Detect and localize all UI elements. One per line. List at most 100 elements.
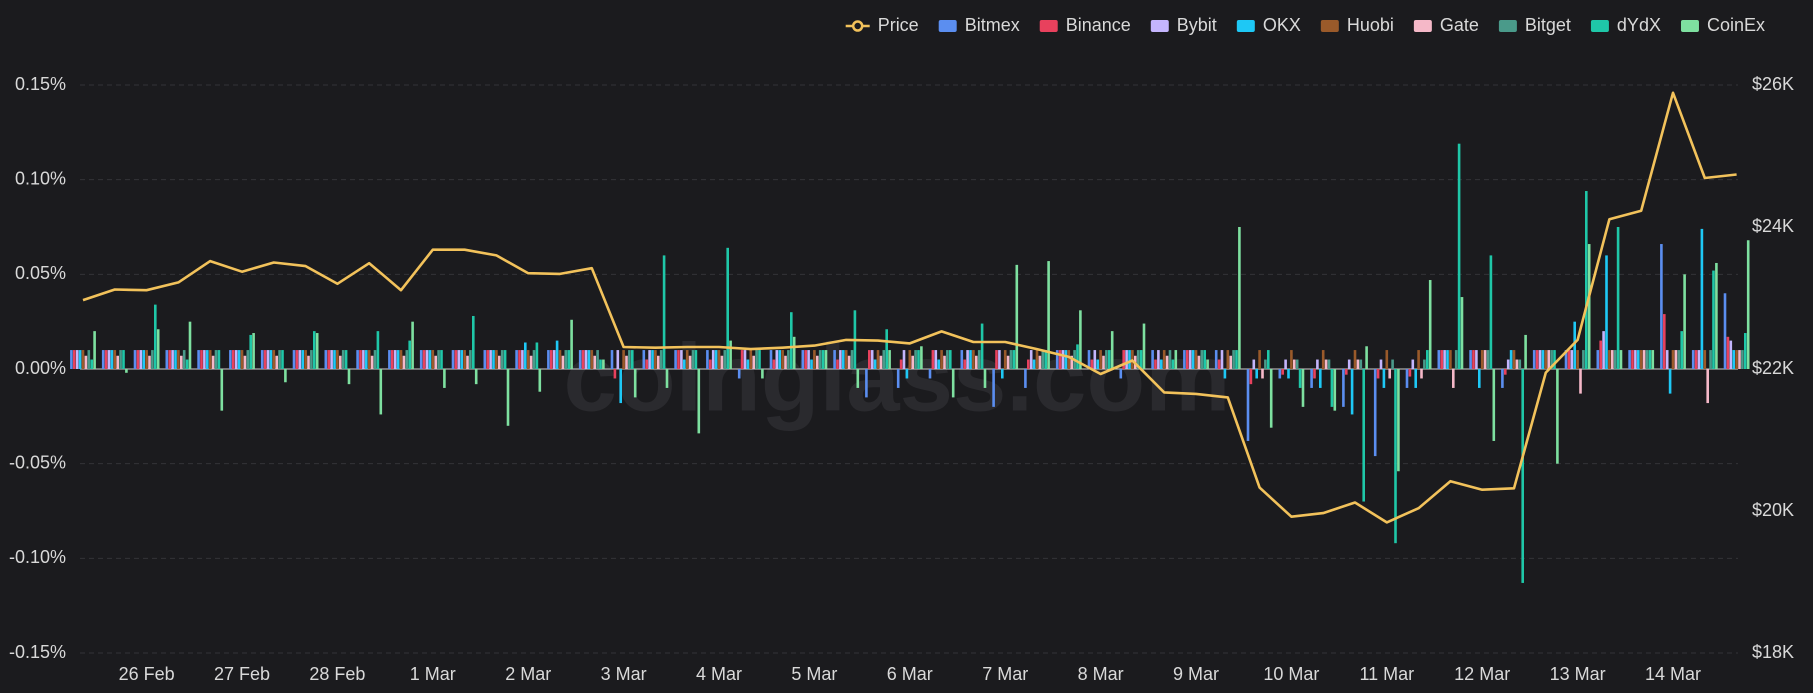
- bar: [1249, 369, 1253, 385]
- y-tick-label: 0.10%: [15, 168, 66, 188]
- bar: [1671, 350, 1675, 369]
- bar: [683, 359, 686, 369]
- bar: [139, 350, 143, 369]
- y2-tick-label: $24K: [1752, 216, 1794, 236]
- legend-label[interactable]: OKX: [1263, 15, 1301, 35]
- bar: [804, 350, 807, 369]
- bar: [1486, 350, 1490, 369]
- bar: [1582, 350, 1585, 369]
- bar: [70, 350, 73, 369]
- bar: [1709, 350, 1712, 369]
- bar: [1619, 350, 1623, 369]
- x-tick-label: 8 Mar: [1078, 664, 1124, 684]
- bar: [628, 350, 631, 369]
- bar: [833, 350, 836, 369]
- bar: [1651, 350, 1655, 369]
- bar: [928, 369, 932, 379]
- legend-label[interactable]: dYdX: [1617, 15, 1661, 35]
- legend-label[interactable]: Bitget: [1525, 15, 1571, 35]
- bar: [365, 350, 368, 369]
- bar: [220, 369, 224, 411]
- bar: [214, 350, 218, 369]
- bar: [1452, 369, 1455, 388]
- bar: [596, 350, 599, 369]
- bar: [1637, 350, 1640, 369]
- bar: [1460, 297, 1464, 369]
- legend-label[interactable]: Binance: [1066, 15, 1131, 35]
- bar: [110, 350, 114, 369]
- bar: [529, 355, 533, 369]
- bar: [489, 350, 492, 369]
- bar: [1703, 350, 1707, 369]
- bar: [1252, 359, 1256, 369]
- bar: [93, 331, 96, 369]
- bar: [856, 369, 860, 388]
- bar: [1012, 350, 1016, 369]
- bar: [674, 350, 677, 369]
- bar: [821, 350, 825, 369]
- legend-label[interactable]: Bitmex: [965, 15, 1020, 35]
- bar: [1342, 369, 1345, 407]
- bar: [680, 350, 683, 369]
- bar: [1359, 359, 1363, 369]
- bar: [154, 304, 157, 369]
- bar: [1203, 350, 1206, 369]
- bar: [1564, 350, 1568, 369]
- bar: [1506, 359, 1510, 369]
- bar: [422, 350, 426, 369]
- bar: [1706, 369, 1709, 404]
- bar: [518, 350, 521, 369]
- bar: [188, 321, 192, 369]
- legend-swatch: [1150, 20, 1169, 32]
- bar: [1509, 350, 1513, 369]
- bar: [940, 350, 943, 369]
- legend-label[interactable]: Price: [878, 15, 919, 35]
- bar: [1732, 350, 1735, 369]
- bar: [1125, 350, 1128, 369]
- bar: [717, 350, 721, 369]
- bar: [101, 350, 105, 369]
- bar: [1038, 355, 1042, 369]
- bar: [1388, 369, 1391, 379]
- bar: [1032, 359, 1036, 369]
- bar: [1287, 369, 1290, 379]
- bar: [1483, 350, 1487, 369]
- bar: [1385, 350, 1389, 369]
- bar: [1001, 369, 1004, 379]
- legend-label[interactable]: Gate: [1440, 15, 1479, 35]
- bar: [896, 369, 900, 388]
- bar: [1093, 350, 1097, 369]
- x-tick-label: 5 Mar: [791, 664, 837, 684]
- y-tick-label: -0.15%: [9, 642, 66, 662]
- bar: [1347, 359, 1351, 369]
- bar: [1229, 355, 1232, 369]
- bar: [839, 350, 842, 369]
- bar: [931, 350, 935, 369]
- legend-swatch: [1590, 20, 1609, 32]
- bar: [1214, 350, 1218, 369]
- bar: [943, 355, 946, 369]
- bar: [393, 350, 397, 369]
- x-tick-label: 9 Mar: [1173, 664, 1219, 684]
- bar: [156, 329, 160, 369]
- bar: [474, 369, 478, 385]
- bar: [217, 350, 221, 369]
- bar: [1151, 350, 1154, 369]
- bar: [1220, 350, 1224, 369]
- bar: [1070, 355, 1073, 369]
- legend-label[interactable]: Huobi: [1347, 15, 1394, 35]
- x-tick-label: 6 Mar: [887, 664, 933, 684]
- bar: [498, 355, 501, 369]
- bar: [1327, 359, 1331, 369]
- bar: [1324, 359, 1328, 369]
- bar: [1738, 350, 1741, 369]
- bar: [1420, 369, 1423, 379]
- legend-label[interactable]: Bybit: [1177, 15, 1217, 35]
- bar: [1139, 350, 1143, 369]
- bar: [1587, 244, 1591, 369]
- bar: [182, 350, 186, 369]
- bar: [278, 350, 281, 369]
- legend-swatch: [851, 20, 864, 32]
- legend-label[interactable]: CoinEx: [1707, 15, 1765, 35]
